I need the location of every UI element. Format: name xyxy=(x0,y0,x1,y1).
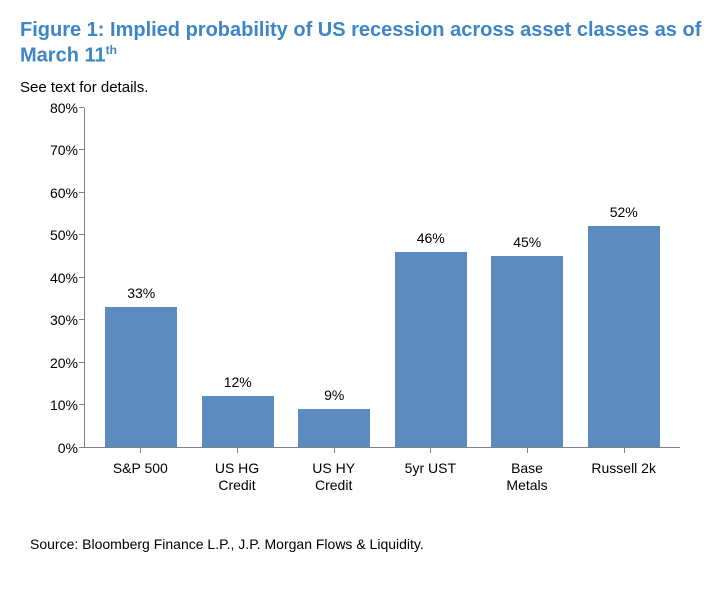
x-tick-label: US HYCredit xyxy=(285,454,382,508)
y-tick-label: 80% xyxy=(30,100,78,116)
y-tick-mark xyxy=(79,234,84,235)
x-tick-label: Russell 2k xyxy=(575,454,672,508)
chart-source: Source: Bloomberg Finance L.P., J.P. Mor… xyxy=(20,536,708,552)
x-tick-label: BaseMetals xyxy=(479,454,576,508)
y-tick-label: 40% xyxy=(30,270,78,286)
chart-subtitle: See text for details. xyxy=(20,79,708,96)
y-tick-label: 10% xyxy=(30,397,78,413)
x-axis-labels: S&P 500US HGCreditUS HYCredit5yr USTBase… xyxy=(84,454,680,508)
bar-rect xyxy=(588,226,660,446)
bar-value-label: 33% xyxy=(127,285,155,301)
y-tick-label: 70% xyxy=(30,142,78,158)
bar-value-label: 9% xyxy=(324,387,344,403)
y-tick-mark xyxy=(79,149,84,150)
x-tick-mark xyxy=(237,448,238,453)
bar-column: 9% xyxy=(286,108,383,447)
y-tick-label: 50% xyxy=(30,227,78,243)
bar-column: 12% xyxy=(190,108,287,447)
bar-rect xyxy=(105,307,177,447)
bar-rect xyxy=(491,256,563,447)
y-tick-mark xyxy=(79,277,84,278)
x-tick-mark xyxy=(334,448,335,453)
bar-value-label: 45% xyxy=(513,234,541,250)
x-tick-mark xyxy=(624,448,625,453)
bar-chart: 33% 12% 9% 46% 45% 52% S&P 500US HGCreditUS H… xyxy=(30,108,690,508)
bar-value-label: 12% xyxy=(224,374,252,390)
y-tick-label: 20% xyxy=(30,355,78,371)
bar-value-label: 46% xyxy=(417,230,445,246)
y-tick-mark xyxy=(79,447,84,448)
bar-column: 46% xyxy=(383,108,480,447)
title-main: Figure 1: Implied probability of US rece… xyxy=(20,19,701,67)
bar-value-label: 52% xyxy=(610,204,638,220)
y-tick-mark xyxy=(79,404,84,405)
y-tick-label: 0% xyxy=(30,440,78,456)
y-tick-label: 60% xyxy=(30,185,78,201)
x-tick-label: 5yr UST xyxy=(382,454,479,508)
bar-column: 33% xyxy=(93,108,190,447)
bars-container: 33% 12% 9% 46% 45% 52% xyxy=(85,108,680,447)
x-tick-label: S&P 500 xyxy=(92,454,189,508)
y-tick-label: 30% xyxy=(30,312,78,328)
chart-title: Figure 1: Implied probability of US rece… xyxy=(20,18,708,69)
plot-area: 33% 12% 9% 46% 45% 52% xyxy=(84,108,680,448)
y-tick-mark xyxy=(79,192,84,193)
y-tick-mark xyxy=(79,319,84,320)
bar-rect xyxy=(298,409,370,447)
x-tick-mark xyxy=(527,448,528,453)
bar-column: 45% xyxy=(479,108,576,447)
x-tick-mark xyxy=(140,448,141,453)
x-tick-label: US HGCredit xyxy=(189,454,286,508)
y-tick-mark xyxy=(79,107,84,108)
title-suffix: th xyxy=(106,43,117,57)
y-tick-mark xyxy=(79,362,84,363)
bar-column: 52% xyxy=(576,108,673,447)
bar-rect xyxy=(202,396,274,447)
x-tick-mark xyxy=(430,448,431,453)
bar-rect xyxy=(395,252,467,447)
